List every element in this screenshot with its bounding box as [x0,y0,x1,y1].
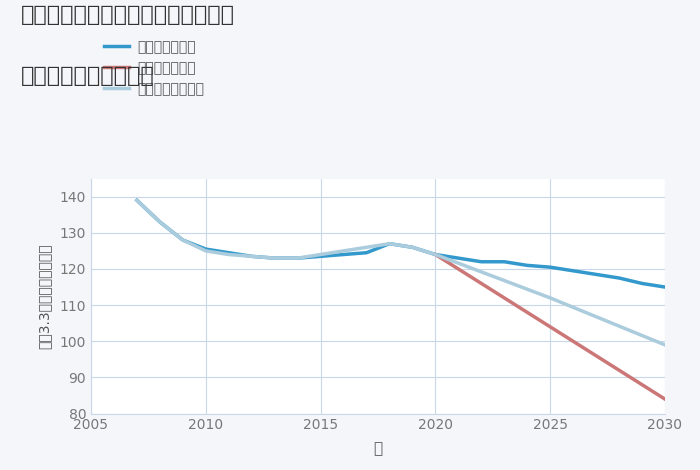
グッドシナリオ [225,250,233,256]
ノーマルシナリオ [546,295,554,301]
Legend: グッドシナリオ, バッドシナリオ, ノーマルシナリオ: グッドシナリオ, バッドシナリオ, ノーマルシナリオ [104,40,204,96]
ノーマルシナリオ [363,244,371,250]
グッドシナリオ [592,272,601,277]
グッドシナリオ [202,246,210,252]
グッドシナリオ [523,263,531,268]
グッドシナリオ [431,252,440,258]
グッドシナリオ [133,197,141,203]
ノーマルシナリオ [408,244,416,250]
ノーマルシナリオ [178,237,187,243]
ノーマルシナリオ [385,241,393,246]
グッドシナリオ [500,259,508,265]
グッドシナリオ [615,275,623,281]
ノーマルシナリオ [155,219,164,225]
グッドシナリオ [248,253,256,259]
ノーマルシナリオ [340,248,348,254]
ノーマルシナリオ [225,252,233,258]
ノーマルシナリオ [293,255,302,261]
グッドシナリオ [569,268,577,274]
Line: バッドシナリオ: バッドシナリオ [435,255,665,399]
グッドシナリオ [477,259,486,265]
ノーマルシナリオ [270,255,279,261]
ノーマルシナリオ [248,253,256,259]
グッドシナリオ [363,250,371,256]
ノーマルシナリオ [133,197,141,203]
ノーマルシナリオ [316,252,325,258]
グッドシナリオ [408,244,416,250]
グッドシナリオ [661,284,669,290]
グッドシナリオ [155,219,164,225]
Line: グッドシナリオ: グッドシナリオ [137,200,665,287]
グッドシナリオ [340,252,348,258]
Text: 中古戸建ての価格推移: 中古戸建ての価格推移 [21,66,155,86]
グッドシナリオ [178,237,187,243]
Text: 神奈川県横浜市南区井土ヶ谷下町の: 神奈川県横浜市南区井土ヶ谷下町の [21,5,235,25]
バッドシナリオ [661,396,669,402]
グッドシナリオ [546,264,554,270]
バッドシナリオ [431,252,440,258]
グッドシナリオ [270,255,279,261]
グッドシナリオ [293,255,302,261]
Y-axis label: 坪（3.3㎡）単価（万円）: 坪（3.3㎡）単価（万円） [37,243,51,349]
バッドシナリオ [546,324,554,329]
ノーマルシナリオ [661,342,669,348]
ノーマルシナリオ [202,248,210,254]
グッドシナリオ [454,255,463,261]
グッドシナリオ [316,253,325,259]
グッドシナリオ [638,281,646,286]
グッドシナリオ [385,241,393,246]
X-axis label: 年: 年 [373,441,383,456]
Line: ノーマルシナリオ: ノーマルシナリオ [137,200,665,345]
ノーマルシナリオ [431,252,440,258]
